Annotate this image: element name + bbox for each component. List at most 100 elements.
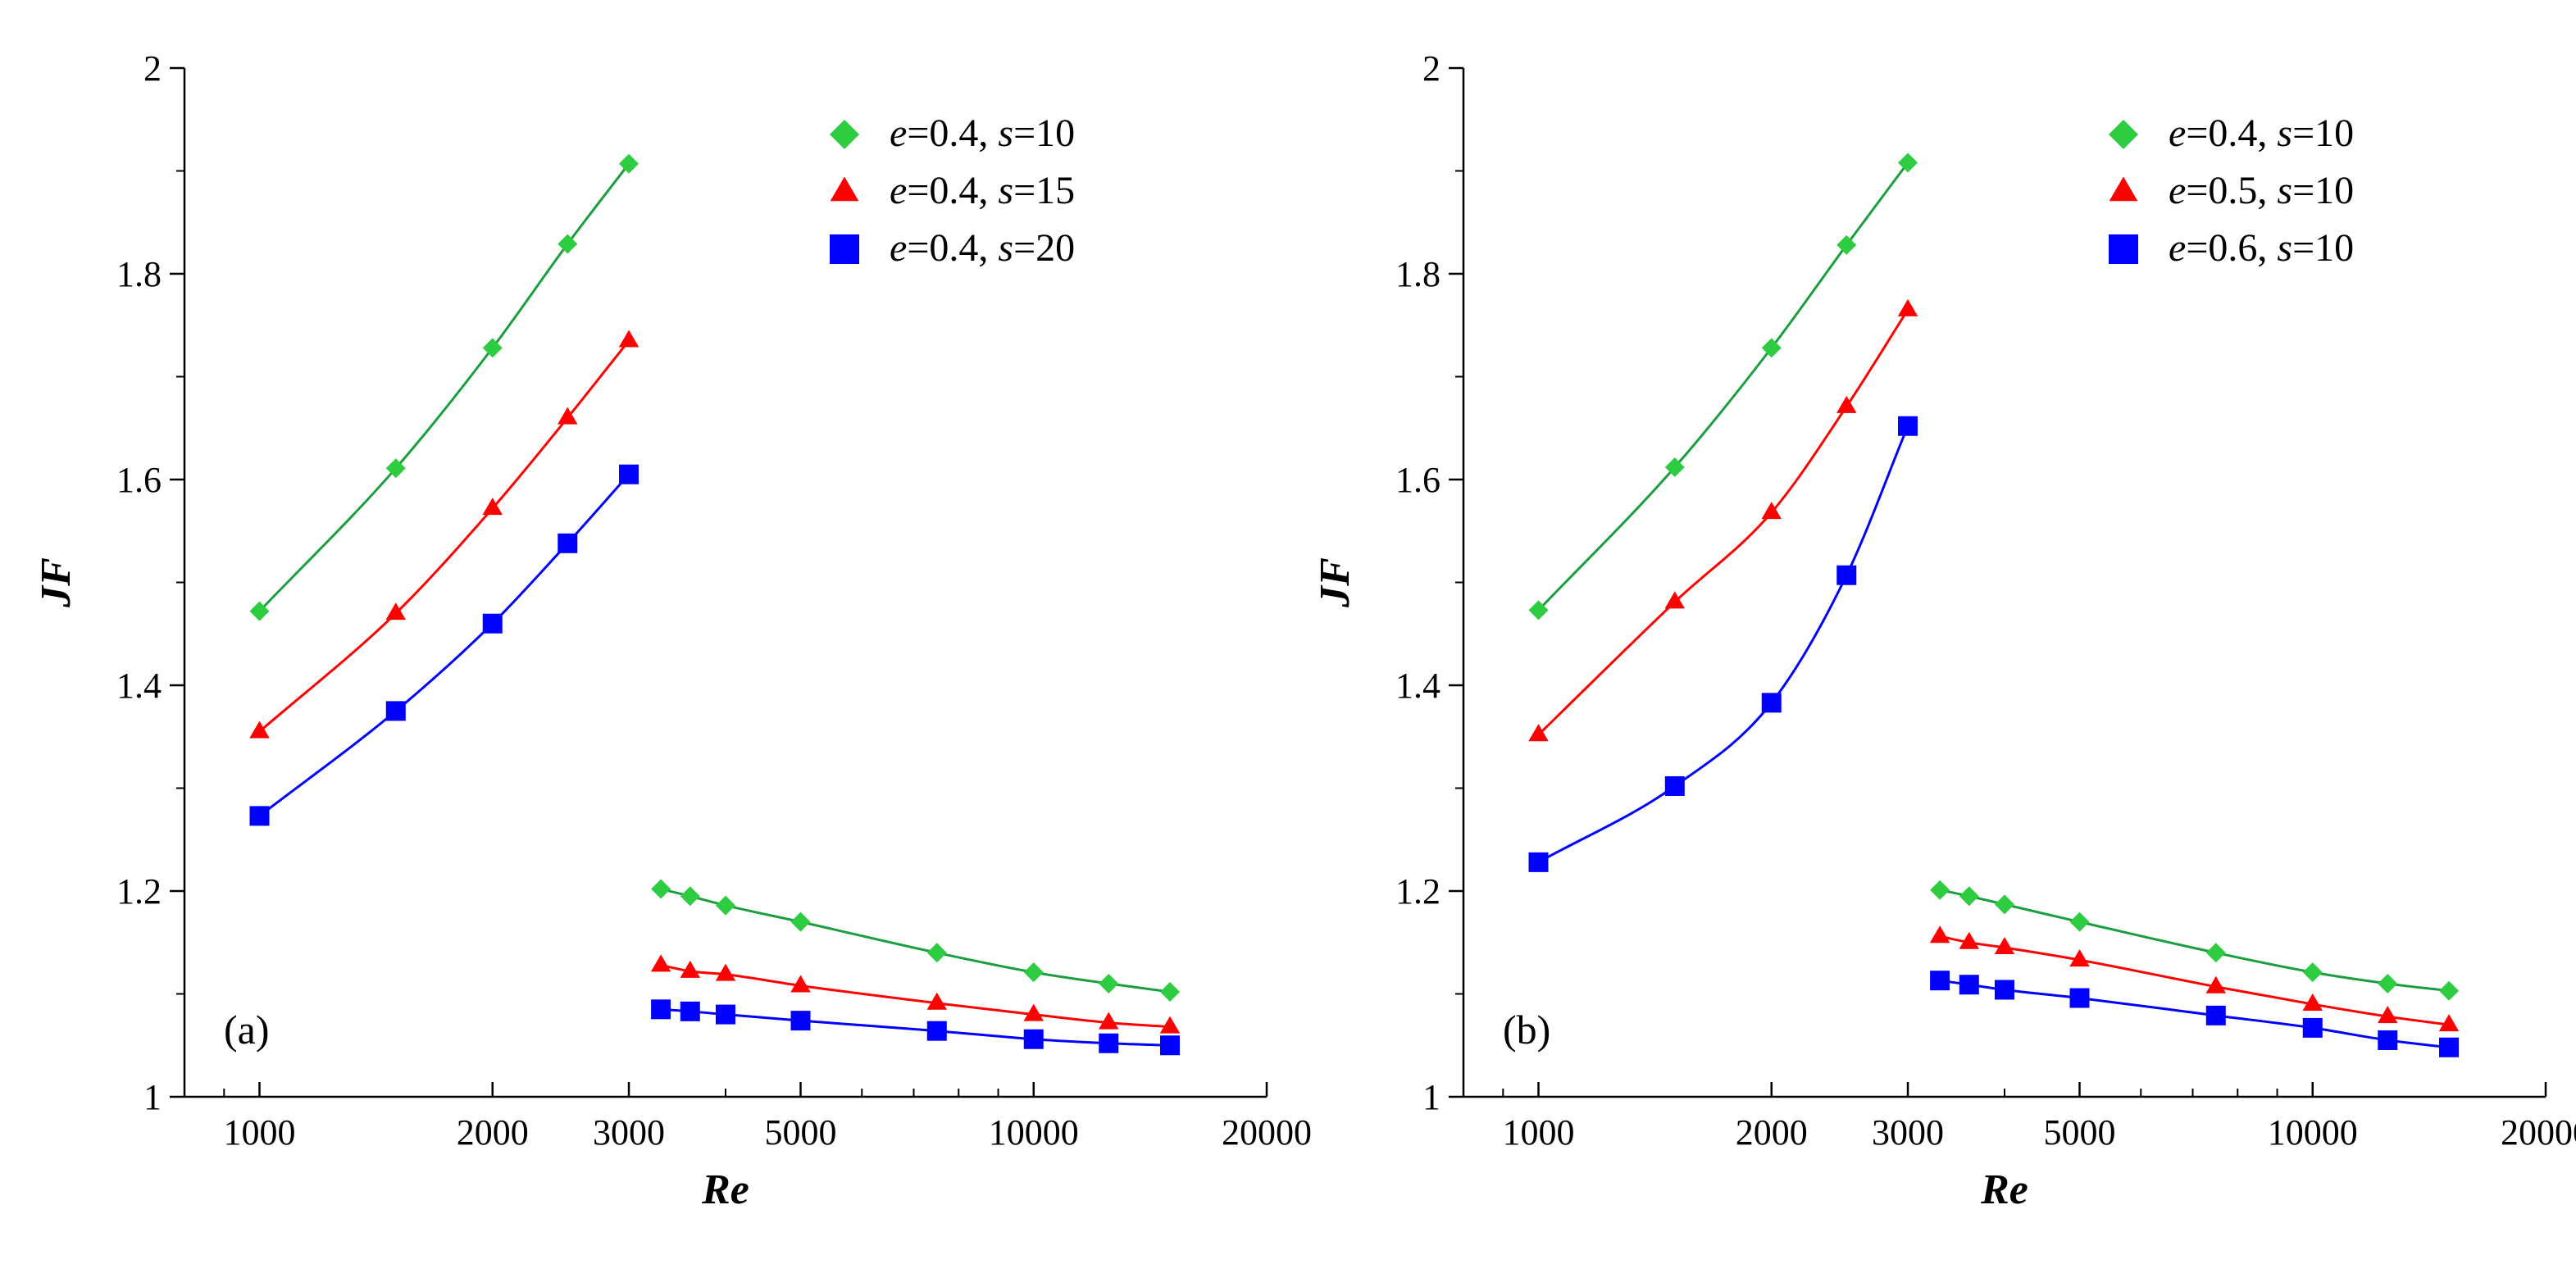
data-point bbox=[651, 999, 671, 1020]
data-point bbox=[2205, 943, 2226, 963]
data-point bbox=[2069, 912, 2090, 932]
data-point bbox=[1761, 693, 1782, 713]
y-axis-label: JF bbox=[1312, 557, 1359, 608]
legend-e-symbol: e bbox=[890, 111, 907, 155]
panel-label: (b) bbox=[1503, 1007, 1550, 1053]
series-line bbox=[1537, 309, 1909, 736]
data-point bbox=[790, 1011, 811, 1031]
series-line bbox=[660, 963, 1171, 1029]
data-point bbox=[385, 602, 407, 621]
series-line bbox=[1537, 425, 1909, 864]
data-point bbox=[482, 498, 503, 516]
data-point bbox=[385, 458, 406, 479]
x-tick-label: 3000 bbox=[1872, 1112, 1944, 1153]
legend-e-symbol: e bbox=[2169, 111, 2186, 155]
data-point bbox=[716, 1004, 735, 1025]
y-tick-label: 1.2 bbox=[1395, 871, 1440, 912]
legend-s-symbol: s bbox=[998, 111, 1013, 155]
legend-marker bbox=[2109, 176, 2138, 202]
legend-marker bbox=[830, 176, 859, 202]
series-line bbox=[258, 473, 630, 817]
x-axis-label: Re bbox=[701, 1166, 749, 1213]
y-tick-label: 1.6 bbox=[1395, 460, 1440, 500]
legend-e-value: =0.5, bbox=[2186, 169, 2277, 212]
x-tick-label: 10000 bbox=[2268, 1112, 2358, 1153]
legend-s-value: =20 bbox=[1013, 226, 1075, 270]
legend-e-value: =0.4, bbox=[907, 111, 998, 155]
y-tick-label: 1.4 bbox=[116, 666, 162, 706]
series-2 bbox=[1528, 298, 2460, 1032]
data-point bbox=[1023, 1003, 1044, 1021]
data-point bbox=[926, 992, 948, 1010]
data-point bbox=[2302, 962, 2323, 983]
data-point bbox=[1099, 1033, 1119, 1053]
legend-e-symbol: e bbox=[890, 169, 907, 212]
y-tick-label: 1.2 bbox=[116, 871, 162, 912]
data-point bbox=[1761, 502, 1782, 520]
legend-s-symbol: s bbox=[2277, 169, 2292, 212]
legend-e-symbol: e bbox=[2169, 169, 2186, 212]
y-tick-label: 1.8 bbox=[1395, 254, 1440, 294]
legend: e=0.4, s=10e=0.5, s=10e=0.6, s=10 bbox=[2109, 111, 2354, 270]
data-point bbox=[1995, 980, 2014, 1000]
data-point bbox=[2439, 1037, 2460, 1057]
legend-marker bbox=[830, 120, 859, 149]
series-line bbox=[1939, 979, 2450, 1049]
data-point bbox=[619, 464, 639, 484]
x-tick-label: 5000 bbox=[765, 1112, 837, 1153]
legend-s-symbol: s bbox=[2277, 111, 2292, 155]
data-point bbox=[1023, 1029, 1044, 1049]
data-point bbox=[1836, 565, 1857, 585]
data-point bbox=[1930, 880, 1950, 900]
data-point bbox=[2205, 1005, 2226, 1025]
data-point bbox=[2302, 993, 2323, 1012]
legend-marker bbox=[830, 234, 859, 264]
x-axis-label: Re bbox=[1980, 1166, 2028, 1213]
data-point bbox=[249, 601, 270, 621]
y-tick-label: 2 bbox=[143, 48, 162, 89]
y-tick-label: 1.6 bbox=[116, 460, 162, 500]
data-point bbox=[618, 330, 639, 348]
x-tick-label: 20000 bbox=[2501, 1112, 2576, 1153]
x-tick-label: 5000 bbox=[2044, 1112, 2116, 1153]
data-point bbox=[650, 954, 671, 972]
legend-e-symbol: e bbox=[2169, 226, 2186, 270]
data-point bbox=[1528, 724, 1549, 742]
legend-e-value: =0.4, bbox=[907, 226, 998, 270]
legend-s-value: =10 bbox=[2292, 111, 2354, 155]
data-point bbox=[482, 338, 503, 358]
series-line bbox=[660, 888, 1171, 993]
panel-label: (a) bbox=[224, 1007, 270, 1053]
data-point bbox=[619, 153, 639, 174]
data-point bbox=[558, 533, 578, 553]
x-tick-label: 2000 bbox=[457, 1112, 529, 1153]
data-point bbox=[249, 806, 270, 826]
y-tick-label: 1.8 bbox=[116, 254, 162, 294]
data-point bbox=[716, 895, 735, 916]
data-point bbox=[1528, 852, 1549, 872]
legend-e-value: =0.6, bbox=[2186, 226, 2277, 270]
data-point bbox=[1160, 1035, 1181, 1056]
data-point bbox=[1836, 395, 1857, 413]
data-point bbox=[1959, 975, 1979, 995]
data-point bbox=[680, 1001, 700, 1021]
legend-entry: e=0.4, s=15 bbox=[890, 169, 1075, 212]
y-tick-label: 1 bbox=[143, 1077, 162, 1117]
legend-s-value: =15 bbox=[1013, 169, 1075, 212]
legend: e=0.4, s=10e=0.4, s=15e=0.4, s=20 bbox=[830, 111, 1075, 270]
x-tick-label: 3000 bbox=[593, 1112, 665, 1153]
x-tick-label: 10000 bbox=[989, 1112, 1079, 1153]
data-point bbox=[2378, 1006, 2398, 1024]
data-point bbox=[2069, 949, 2090, 967]
legend-entry: e=0.5, s=10 bbox=[2169, 169, 2354, 212]
data-point bbox=[249, 721, 270, 739]
data-point bbox=[651, 879, 671, 899]
legend-e-value: =0.4, bbox=[2186, 111, 2277, 155]
data-point bbox=[1099, 1012, 1119, 1030]
series-3 bbox=[1528, 416, 2460, 1057]
data-point bbox=[1528, 600, 1549, 621]
data-point bbox=[1898, 416, 1918, 436]
data-point bbox=[1664, 775, 1685, 796]
data-point bbox=[680, 886, 700, 907]
data-point bbox=[680, 960, 701, 978]
